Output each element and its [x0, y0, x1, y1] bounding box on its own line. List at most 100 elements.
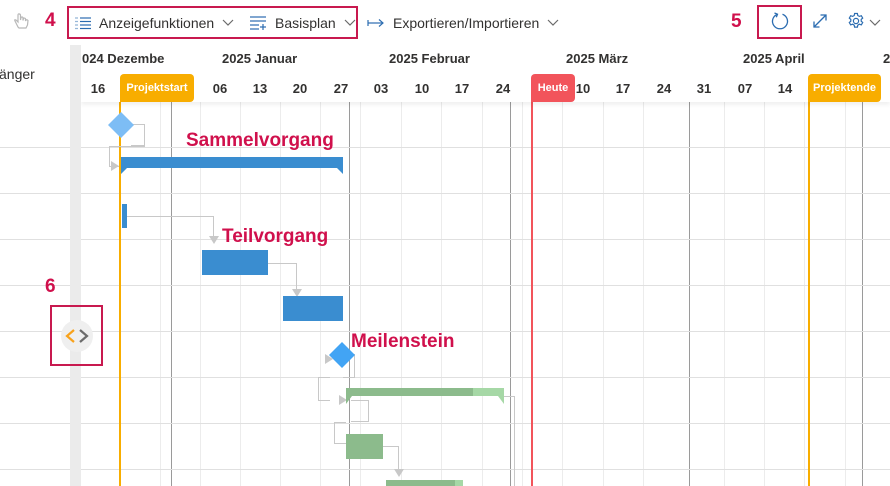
display-features-dropdown[interactable]: Anzeigefunktionen — [75, 0, 234, 45]
task-grid-panel: änger — [0, 45, 70, 486]
row-gridline — [81, 377, 890, 378]
month-gridline — [171, 102, 172, 486]
day-label: 31 — [696, 81, 712, 96]
dependency-connector — [351, 400, 369, 422]
dependency-connector — [503, 396, 515, 486]
chevron-down-icon — [344, 19, 356, 27]
day-label: 27 — [333, 81, 349, 96]
dependency-connector — [268, 263, 297, 295]
row-gridline — [81, 469, 890, 470]
dependency-connector — [334, 422, 346, 444]
annotation-box-6 — [50, 305, 103, 366]
expand-icon — [812, 13, 828, 32]
row-divider — [0, 193, 70, 194]
chevron-left-icon — [65, 329, 75, 343]
month-label: 2025 April — [743, 51, 805, 66]
today-line — [531, 102, 533, 486]
subtask-bar[interactable] — [283, 296, 343, 321]
week-gridline — [603, 102, 604, 486]
row-gridline — [81, 239, 890, 240]
week-gridline — [160, 102, 161, 486]
baseline-dropdown[interactable]: Basisplan — [250, 0, 356, 45]
gantt-chart: 024 Dezembe 2025 Januar 2025 Februar 202… — [81, 45, 890, 486]
annotation-box-4 — [67, 6, 358, 39]
day-label: 24 — [656, 81, 672, 96]
day-label: 07 — [737, 81, 753, 96]
subtask-progress-remaining — [455, 480, 463, 486]
dependency-connector — [109, 146, 145, 166]
annotation-box-5 — [757, 5, 802, 39]
day-label: 10 — [414, 81, 430, 96]
week-gridline — [804, 102, 805, 486]
export-import-dropdown[interactable]: Exportieren/Importieren — [367, 0, 559, 45]
chevron-right-icon — [79, 329, 89, 343]
touch-mode-button[interactable] — [12, 0, 32, 45]
row-divider — [0, 423, 70, 424]
summary-task-annotation: Sammelvorgang — [186, 130, 334, 151]
dependency-connector — [127, 216, 214, 242]
predecessor-column-header[interactable]: änger — [0, 65, 35, 82]
week-gridline — [522, 102, 523, 486]
week-gridline — [562, 102, 563, 486]
row-gridline — [81, 193, 890, 194]
timeline-header: 024 Dezembe 2025 Januar 2025 Februar 202… — [81, 45, 890, 102]
day-label: 06 — [212, 81, 228, 96]
arrow-head — [292, 289, 302, 297]
settings-dropdown[interactable] — [847, 0, 881, 45]
panel-splitter[interactable] — [70, 45, 81, 486]
week-gridline — [764, 102, 765, 486]
arrow-head — [325, 354, 333, 364]
week-gridline — [360, 102, 361, 486]
arrow-head — [209, 236, 219, 244]
day-label: 17 — [615, 81, 631, 96]
chevron-down-icon — [222, 19, 234, 27]
summary-task-bar[interactable] — [121, 157, 343, 174]
month-label: 2025 Februar — [389, 51, 470, 66]
week-gridline — [441, 102, 442, 486]
annotation-4: 4 — [45, 10, 56, 31]
arrow-right-icon — [367, 18, 385, 28]
list-settings-icon — [75, 16, 91, 30]
chevron-down-icon — [869, 19, 881, 27]
baseline-label: Basisplan — [275, 14, 336, 31]
project-start-marker: Projektstart — [120, 74, 194, 102]
day-label: 03 — [373, 81, 389, 96]
week-gridline — [320, 102, 321, 486]
row-divider — [0, 377, 70, 378]
day-label: 20 — [292, 81, 308, 96]
panel-collapse-expand-button[interactable] — [61, 320, 93, 352]
subtask-annotation: Teilvorgang — [222, 226, 329, 247]
dependency-connector — [131, 124, 145, 146]
milestone-diamond[interactable] — [329, 342, 355, 368]
subtask-bar-green[interactable] — [386, 480, 455, 486]
project-start-line — [119, 102, 121, 486]
subtask-bar[interactable] — [202, 250, 268, 275]
dependency-connector — [318, 377, 330, 401]
subtask-bar[interactable] — [122, 204, 127, 228]
toolbar: 4 Anzeigefunktionen Basisplan Exportiere… — [0, 0, 890, 45]
start-milestone[interactable] — [108, 112, 134, 138]
week-gridline — [200, 102, 201, 486]
week-gridline — [240, 102, 241, 486]
week-gridline — [482, 102, 483, 486]
refresh-button[interactable] — [770, 0, 790, 45]
row-divider — [0, 239, 70, 240]
row-gridline — [81, 285, 890, 286]
fullscreen-button[interactable] — [812, 0, 828, 45]
day-label: 24 — [495, 81, 511, 96]
subtask-bar-green[interactable] — [346, 434, 383, 459]
day-label: 17 — [454, 81, 470, 96]
month-label: 2025 Januar — [222, 51, 298, 66]
display-features-label: Anzeigefunktionen — [99, 14, 215, 31]
project-end-marker: Projektende — [808, 74, 881, 102]
project-end-line — [808, 102, 810, 486]
summary-task-bar-green[interactable] — [346, 388, 504, 405]
dependency-connector — [382, 446, 399, 472]
month-label: 2025 März — [566, 51, 629, 66]
row-divider — [0, 147, 70, 148]
month-gridline — [510, 102, 511, 486]
month-gridline — [689, 102, 690, 486]
day-label: 14 — [777, 81, 793, 96]
row-gridline — [81, 423, 890, 424]
week-gridline — [401, 102, 402, 486]
